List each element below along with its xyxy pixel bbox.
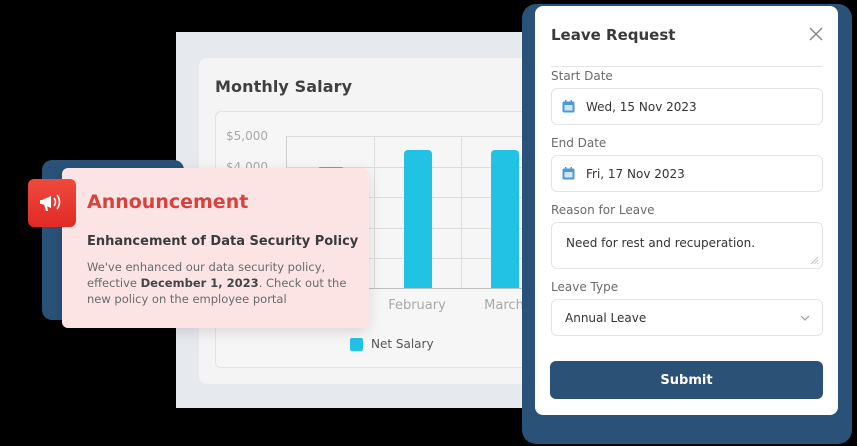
legend-label: Net Salary [371, 337, 434, 351]
reason-textarea[interactable]: Need for rest and recuperation. [551, 222, 823, 269]
announcement-body: We've enhanced our data security policy,… [87, 260, 347, 306]
announcement-title: Announcement [87, 191, 249, 213]
y-tick: $5,000 [226, 129, 268, 143]
end-date-field[interactable]: Fri, 17 Nov 2023 [551, 155, 823, 192]
bar-february[interactable] [404, 150, 432, 288]
leave-request-panel: Leave Request Start Date Wed, 15 Nov 202… [535, 6, 838, 415]
megaphone-icon [28, 179, 76, 227]
bar-march[interactable] [491, 150, 519, 288]
announcement-subtitle: Enhancement of Data Security Policy [87, 234, 359, 249]
start-date-label: Start Date [551, 69, 613, 83]
leave-type-label: Leave Type [551, 280, 619, 294]
chart-legend[interactable]: Net Salary [350, 337, 434, 351]
end-date-value: Fri, 17 Nov 2023 [586, 166, 685, 181]
x-tick-february: February [388, 298, 446, 313]
x-tick-march: March [484, 298, 524, 313]
leave-type-value: Annual Leave [565, 310, 647, 325]
divider [551, 66, 822, 67]
legend-swatch [350, 337, 363, 351]
chart-title: Monthly Salary [215, 77, 353, 96]
chevron-down-icon [800, 315, 810, 321]
calendar-icon [562, 167, 575, 180]
end-date-label: End Date [551, 136, 607, 150]
start-date-value: Wed, 15 Nov 2023 [586, 99, 697, 114]
submit-button[interactable]: Submit [550, 361, 823, 399]
announcement-card[interactable]: Announcement Enhancement of Data Securit… [62, 168, 369, 328]
reason-value: Need for rest and recuperation. [566, 236, 756, 250]
resize-handle-icon[interactable] [809, 255, 819, 265]
leave-type-select[interactable]: Annual Leave [551, 299, 823, 336]
panel-title: Leave Request [551, 26, 676, 44]
calendar-icon [562, 100, 575, 113]
reason-label: Reason for Leave [551, 203, 655, 217]
start-date-field[interactable]: Wed, 15 Nov 2023 [551, 88, 823, 125]
close-icon[interactable] [808, 26, 824, 42]
